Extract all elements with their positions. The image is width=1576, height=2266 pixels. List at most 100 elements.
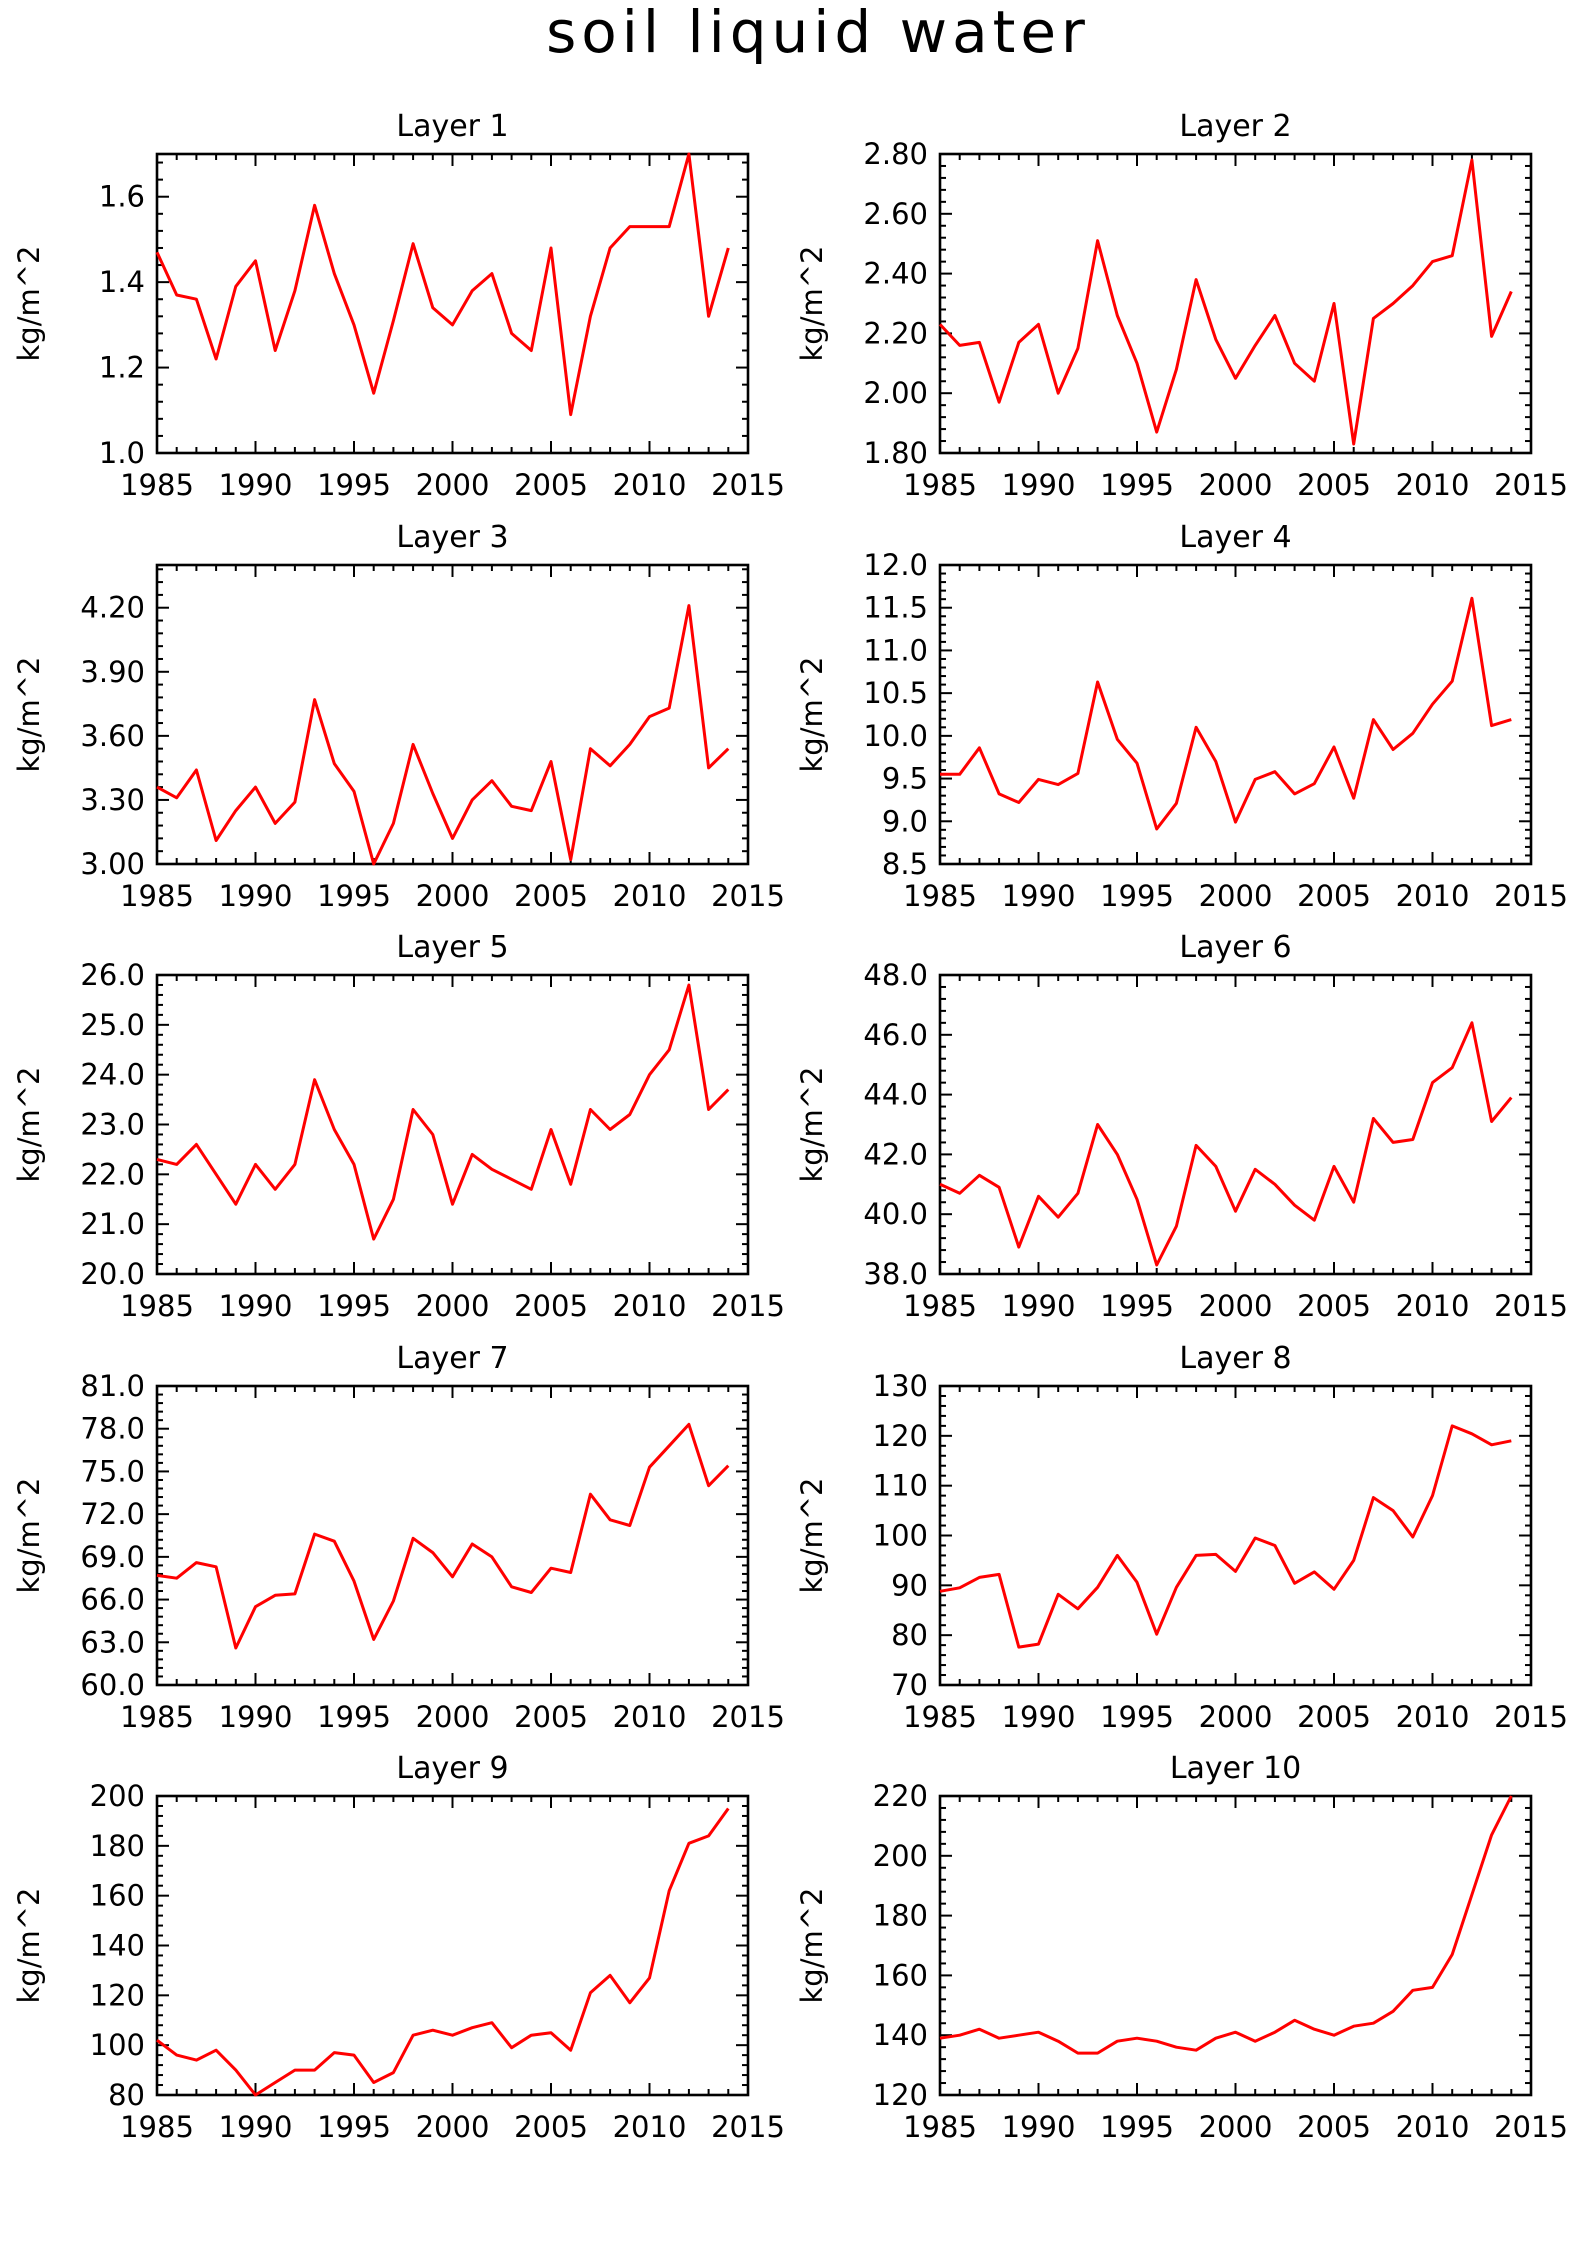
y-tick-label: 3.60 [80, 719, 145, 753]
x-tick-label: 1995 [1100, 1289, 1174, 1323]
y-tick-label: 80 [108, 2078, 145, 2112]
panel-title: Layer 2 [1179, 109, 1291, 144]
y-tick-label: 2.60 [863, 197, 928, 231]
x-tick-label: 1985 [120, 468, 194, 502]
x-tick-label: 2005 [514, 879, 588, 913]
series-line [156, 604, 730, 866]
x-tick-label: 2010 [1396, 879, 1470, 913]
x-tick-label: 1990 [1002, 1289, 1076, 1323]
y-tick-label: 1.2 [99, 351, 145, 385]
y-tick-label: 100 [873, 1519, 928, 1553]
x-tick-label: 2010 [613, 1289, 687, 1323]
y-tick-label: 9.5 [882, 762, 928, 796]
x-tick-label: 2015 [711, 879, 785, 913]
x-tick-label: 1985 [903, 1700, 977, 1734]
panel-layer-1: Layer 1 kg/m^2 1985 1990 1995 2000 2005 2010 201… [12, 109, 785, 502]
y-tick-label: 60.0 [80, 1668, 145, 1702]
y-axis-label: kg/m^2 [12, 1888, 46, 2004]
x-tick-label: 1990 [1002, 879, 1076, 913]
x-tick-label: 1990 [219, 879, 293, 913]
y-tick-label: 10.0 [863, 719, 928, 753]
y-axis-label: kg/m^2 [12, 657, 46, 773]
series-line [156, 983, 730, 1241]
x-tick-label: 2005 [514, 468, 588, 502]
y-tick-label: 2.40 [863, 257, 928, 291]
panel-layer-4: Layer 4 kg/m^2 1985 1990 1995 2000 2005 2010 201… [795, 520, 1568, 913]
y-tick-label: 69.0 [80, 1540, 145, 1574]
x-tick-label: 2015 [1494, 2110, 1568, 2144]
x-tick-label: 2010 [613, 2110, 687, 2144]
x-tick-label: 1995 [317, 1700, 391, 1734]
panel-title: Layer 10 [1170, 1751, 1301, 1786]
y-tick-label: 11.5 [863, 591, 928, 625]
y-tick-label: 180 [873, 1899, 928, 1933]
series-line [156, 1807, 730, 2097]
x-tick-label: 2005 [1297, 468, 1371, 502]
series-line [155, 152, 730, 417]
x-tick-label: 1995 [1100, 1700, 1174, 1734]
x-tick-label: 2005 [514, 1289, 588, 1323]
x-tick-label: 1985 [903, 1289, 977, 1323]
y-axis-label: kg/m^2 [795, 1067, 829, 1183]
panels: Layer 1 kg/m^2 1985 1990 1995 2000 2005 2010 201… [12, 109, 1568, 2144]
panel-layer-2: Layer 2 kg/m^2 1985 1990 1995 2000 2005 2010 201… [795, 109, 1568, 502]
x-tick-label: 2005 [1297, 1700, 1371, 1734]
x-tick-label: 2010 [1396, 2110, 1470, 2144]
x-tick-label: 2010 [613, 468, 687, 502]
panel-title: Layer 1 [396, 109, 508, 144]
y-tick-label: 140 [90, 1929, 145, 1963]
y-tick-label: 160 [873, 1958, 928, 1992]
y-tick-label: 78.0 [80, 1412, 145, 1446]
y-tick-label: 42.0 [863, 1137, 928, 1171]
y-tick-label: 22.0 [80, 1157, 145, 1191]
y-axis-label: kg/m^2 [795, 657, 829, 773]
y-tick-label: 120 [90, 1978, 145, 2012]
x-tick-label: 2005 [1297, 879, 1371, 913]
y-tick-label: 220 [873, 1779, 928, 1813]
y-tick-label: 80 [891, 1618, 928, 1652]
y-tick-label: 3.00 [80, 847, 145, 881]
y-axis-label: kg/m^2 [12, 246, 46, 362]
y-tick-label: 200 [90, 1779, 145, 1813]
x-tick-label: 1990 [219, 1289, 293, 1323]
x-tick-label: 2015 [711, 468, 785, 502]
panel-layer-9: Layer 9 kg/m^2 1985 1990 1995 2000 2005 2010 201… [12, 1751, 785, 2144]
y-tick-label: 4.20 [80, 591, 145, 625]
x-tick-label: 2005 [514, 2110, 588, 2144]
y-axis-label: kg/m^2 [795, 246, 829, 362]
x-tick-label: 2005 [1297, 2110, 1371, 2144]
x-tick-label: 2015 [711, 1700, 785, 1734]
y-tick-label: 1.6 [99, 180, 145, 214]
y-tick-label: 90 [891, 1568, 928, 1602]
x-tick-label: 1985 [903, 879, 977, 913]
y-tick-label: 200 [873, 1839, 928, 1873]
y-tick-label: 75.0 [80, 1454, 145, 1488]
y-tick-label: 2.00 [863, 376, 928, 410]
y-tick-label: 46.0 [863, 1018, 928, 1052]
x-tick-label: 1990 [219, 1700, 293, 1734]
y-tick-label: 23.0 [80, 1108, 145, 1142]
x-tick-label: 2015 [1494, 1289, 1568, 1323]
panel-title: Layer 6 [1179, 930, 1291, 965]
panel-title: Layer 5 [396, 930, 508, 965]
series-line [940, 596, 1512, 831]
panel-layer-6: Layer 6 kg/m^2 1985 1990 1995 2000 2005 2010 201… [795, 930, 1568, 1323]
x-tick-label: 2005 [514, 1700, 588, 1734]
y-tick-label: 180 [90, 1829, 145, 1863]
x-tick-label: 1995 [1100, 2110, 1174, 2144]
x-tick-label: 1995 [317, 468, 391, 502]
y-tick-label: 120 [873, 1419, 928, 1453]
panel-layer-8: Layer 8 kg/m^2 1985 1990 1995 2000 2005 2010 201… [795, 1341, 1568, 1734]
y-tick-label: 10.5 [863, 676, 928, 710]
x-tick-label: 2010 [1396, 1700, 1470, 1734]
x-tick-label: 1995 [1100, 468, 1174, 502]
x-tick-label: 1990 [1002, 2110, 1076, 2144]
y-tick-label: 70 [891, 1668, 928, 1702]
y-tick-label: 40.0 [863, 1197, 928, 1231]
y-tick-label: 3.90 [80, 655, 145, 689]
y-tick-label: 21.0 [80, 1207, 145, 1241]
y-tick-label: 1.4 [99, 265, 145, 299]
x-tick-label: 1985 [903, 2110, 977, 2144]
y-tick-label: 8.5 [882, 847, 928, 881]
y-tick-label: 48.0 [863, 958, 928, 992]
